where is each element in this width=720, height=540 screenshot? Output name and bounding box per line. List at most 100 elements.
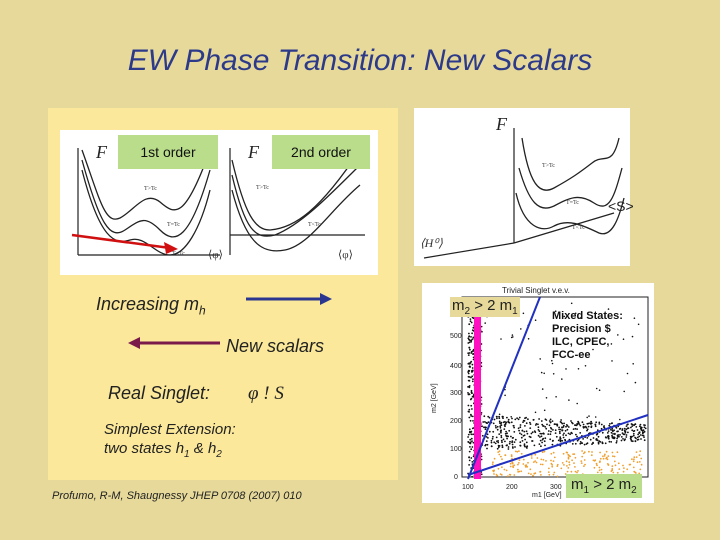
scatter-point [472,420,474,422]
scatter-point [558,430,561,433]
scatter-point [499,425,502,428]
scatter-point [621,429,624,431]
increasing-mh: Increasing mh [96,294,206,318]
scatter-point [560,419,562,421]
scatter-point [587,422,590,425]
scatter-point [549,421,552,424]
scatter-point [591,443,593,445]
scatter-point [583,459,586,461]
scatter-point [514,450,517,453]
scatter-point [563,315,566,318]
scatter-point [530,432,533,435]
scatter-point [629,435,632,438]
scatter-point [540,432,543,435]
scatter-point [510,421,513,424]
scatter-point [577,422,580,424]
scatter-point [500,338,502,340]
scatter-point [604,453,606,456]
scatter-point [536,457,539,459]
scatter-point [511,446,514,448]
scatter-point [565,460,568,463]
scatter-point [469,320,472,323]
scatter-point [610,343,613,345]
scatter-point [511,417,513,420]
scatter-point [469,441,472,444]
scatter-point [496,417,498,420]
scatter-point [487,421,490,424]
s-axis-label: <S> [608,198,634,214]
scatter-point [501,441,503,444]
scatter-point [501,466,503,469]
scatter-point [537,426,540,429]
m2-boundary-line [467,296,541,480]
scatter-point [471,427,474,430]
scatter-point [590,422,593,425]
scatter-point [590,420,592,423]
scatter-point [529,468,532,471]
scatter-point [600,423,603,426]
scatter-point [623,427,626,430]
scatter-point [468,369,471,372]
scatter-point [470,448,473,451]
scatter-point [511,334,514,336]
scatter-point [526,432,529,435]
scatter-point [517,427,520,430]
scatter-point [571,443,574,445]
scatter-point [471,363,474,366]
scatter-point [512,424,515,427]
scatter-point [594,416,597,418]
scatter-point [471,329,474,332]
scatter-point [470,397,473,400]
scatter-point [486,443,489,446]
scatter-point [544,437,547,440]
scatter-point [573,462,575,464]
label-t-equal-left: T=Tc [167,222,180,228]
scatter-point [500,430,502,432]
scatter-point [639,434,642,436]
scatter-point [611,469,614,472]
scatter-point [545,427,548,430]
scatter-point [506,432,508,435]
scatter-point [500,436,503,439]
scatter-point [490,439,493,442]
scatter-point [488,430,491,433]
scatter-header: Trivial Singlet v.e.v. [502,286,570,295]
potential-curves [71,148,365,256]
scatter-point [565,424,568,426]
scatter-point [507,475,509,478]
scatter-point [518,429,520,432]
scatter-point [514,446,516,448]
scatter-point [586,416,588,419]
scatter-point [644,427,647,430]
scatter-point [562,452,565,455]
scatter-point [540,445,542,448]
simplest-extension: Simplest Extension: two states h1 & h2 [104,421,236,460]
scatter-point [504,394,506,397]
scatter-point [598,389,601,391]
scatter-point [506,416,508,419]
scatter-point [504,422,507,425]
scatter-point [581,450,583,452]
scatter-point [552,460,555,462]
scatter-point [498,450,501,452]
scatter-point [583,465,585,467]
scatter-point [636,461,639,464]
label-singlet-t-equal: T=Tc [566,200,579,206]
scatter-point [521,429,524,432]
scatter-point [482,421,485,423]
scatter-point [519,444,522,447]
scatter-point [504,440,506,443]
scatter-point [534,472,537,475]
scatter-point [552,439,554,442]
scatter-point [617,430,619,433]
scatter-figure: Trivial Singlet v.e.v. 500 400 300 200 1… [422,283,654,503]
scatter-point [562,434,565,436]
scatter-point [530,473,532,475]
scatter-point [611,436,614,439]
scatter-point [586,429,588,432]
scatter-point [637,323,640,326]
label-t-below-left: T<Tc [172,251,185,257]
scatter-point [616,434,619,437]
new-scalars-label: New scalars [226,336,325,356]
scatter-point [567,426,570,428]
